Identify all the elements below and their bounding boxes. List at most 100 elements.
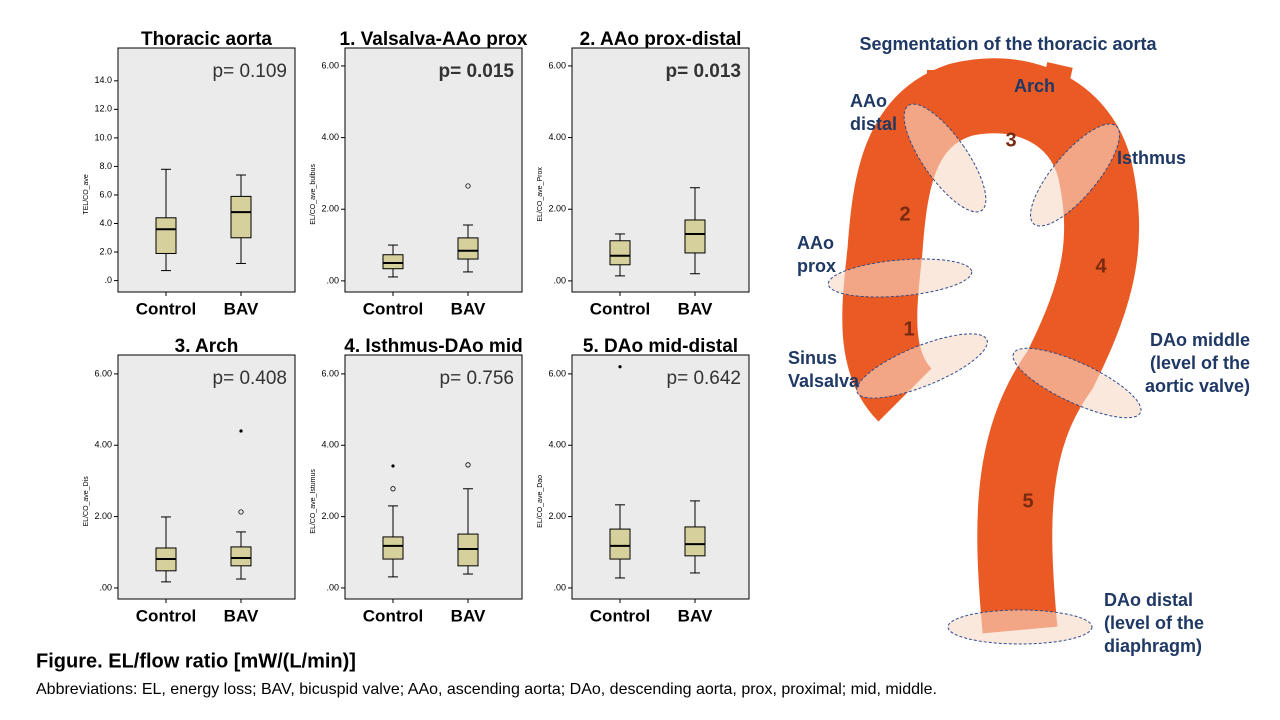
box [457,237,479,260]
y-tick-label: 6.00 [321,60,339,70]
x-tick-label: Control [363,299,423,318]
y-axis-label: EL/CO_ave_Prox [537,167,544,222]
x-tick-label: Control [590,299,650,318]
extreme-outlier [618,365,622,369]
y-tick-label: .00 [553,275,566,285]
p-value: p= 0.642 [667,368,742,389]
p-value: p= 0.408 [213,368,288,389]
y-tick-label: 6.0 [99,189,112,199]
y-tick-label: 2.0 [99,246,112,256]
chart-title: 1. Valsalva-AAo prox [340,29,528,50]
x-tick-label: BAV [224,606,259,625]
segment-number: 1 [903,318,914,340]
y-tick-label: 4.0 [99,218,112,228]
x-tick-label: BAV [678,606,713,625]
diagram-label: (level of the [1150,353,1250,373]
box [609,240,631,266]
extreme-outlier [239,429,243,433]
diagram-title: Segmentation of the thoracic aorta [859,34,1157,54]
y-tick-label: 6.00 [94,368,112,378]
chart-title: 5. DAo mid-distal [583,336,738,357]
y-tick-label: 2.00 [321,204,339,214]
plot-area [117,47,296,293]
y-tick-label: .00 [326,275,339,285]
y-tick-label: 2.00 [321,511,339,521]
y-tick-label: 6.00 [548,368,566,378]
chart-title: Thoracic aorta [141,29,272,50]
y-tick-label: .0 [104,275,112,285]
x-tick-label: BAV [451,606,486,625]
p-value: p= 0.109 [213,61,288,82]
extreme-outlier [391,464,395,468]
y-tick-label: 4.00 [321,132,339,142]
y-tick-label: 8.0 [99,161,112,171]
y-tick-label: 4.00 [548,132,566,142]
p-value: p= 0.756 [440,368,515,389]
y-axis-label: TEL/CO_ave [83,174,90,215]
y-tick-label: 14.0 [94,75,112,85]
diagram-label: distal [850,114,897,134]
chart-title: 4. Isthmus-DAo mid [344,336,522,357]
x-tick-label: Control [363,606,423,625]
outlier [465,462,471,468]
plot-area [571,354,750,600]
diagram-label: (level of the [1104,613,1204,633]
y-tick-label: 4.00 [94,440,112,450]
p-value: p= 0.015 [438,61,514,82]
box [230,195,252,239]
diagram-label: Valsalva [788,371,860,391]
plot-area [344,354,523,600]
y-tick-label: .00 [99,582,112,592]
aorta-diagram [827,58,1142,645]
y-tick-label: .00 [326,582,339,592]
x-tick-label: Control [136,606,196,625]
segment-ring [1012,347,1142,419]
segment-ring [856,333,988,399]
segment-number: 4 [1095,255,1107,277]
p-value: p= 0.013 [665,61,741,82]
y-tick-label: 4.00 [321,440,339,450]
plot-area [571,47,750,293]
x-tick-label: BAV [451,299,486,318]
outlier [238,509,244,515]
box [684,526,706,557]
diagram-label: AAo [850,91,887,111]
outlier [390,486,396,492]
outlier [465,183,471,189]
diagram-label: DAo middle [1150,330,1250,350]
y-tick-label: 2.00 [94,511,112,521]
box [382,536,404,560]
segment-number: 3 [1005,129,1016,151]
aorta-body [842,58,1140,634]
y-tick-label: 6.00 [321,368,339,378]
segment-number: 5 [1022,490,1033,512]
segment-ring [903,103,987,213]
x-tick-label: Control [590,606,650,625]
y-tick-label: 2.00 [548,204,566,214]
diagram-label: prox [797,256,836,276]
box [230,546,252,567]
segment-ring [827,258,973,298]
y-axis-label: EL/CO_ave_Istumus [310,469,317,534]
x-tick-label: BAV [224,299,259,318]
diagram-label: AAo [797,233,834,253]
diagram-label: Sinus [788,348,837,368]
box [155,217,177,254]
segment-number: 2 [899,203,910,225]
plot-area [117,354,296,600]
y-tick-label: 6.00 [548,60,566,70]
y-axis-label: EL/CO_ave_bulbus [310,164,317,225]
box [684,219,706,254]
x-tick-label: Control [136,299,196,318]
y-tick-label: 2.00 [548,511,566,521]
diagram-label: Isthmus [1117,148,1186,168]
y-tick-label: 12.0 [94,104,112,114]
x-tick-label: BAV [678,299,713,318]
y-tick-label: .00 [553,582,566,592]
caption-title: Figure. EL/flow ratio [mW/(L/min)] [36,650,356,672]
chart-title: 2. AAo prox-distal [580,29,742,50]
segment-ring [1030,123,1120,227]
diagram-label: Arch [1014,76,1055,96]
chart-title: 3. Arch [175,336,239,357]
